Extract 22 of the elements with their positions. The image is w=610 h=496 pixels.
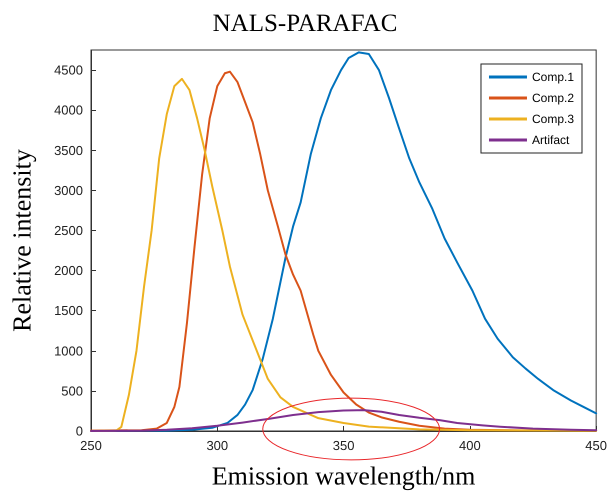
legend-label: Comp.1 <box>532 70 574 84</box>
y-tick-label: 3000 <box>54 182 83 198</box>
x-tick-label: 400 <box>459 438 481 453</box>
legend-label: Artifact <box>532 133 570 147</box>
chart-title: NALS-PARAFAC <box>212 10 398 37</box>
y-tick-label: 1000 <box>54 343 83 358</box>
y-tick-label: 2500 <box>54 222 83 238</box>
x-tick-label: 250 <box>80 438 102 453</box>
y-axis-title: Relative intensity <box>8 149 36 332</box>
legend-label: Comp.3 <box>532 112 574 126</box>
legend-label: Comp.2 <box>532 91 574 105</box>
x-tick-label: 450 <box>585 438 608 453</box>
y-tick-label: 500 <box>61 383 83 398</box>
y-tick-label: 1500 <box>54 303 83 318</box>
x-tick-label: 300 <box>206 438 228 453</box>
y-tick-label: 3500 <box>54 142 83 158</box>
y-tick-label: 4500 <box>54 62 83 78</box>
y-tick-label: 4000 <box>54 102 83 118</box>
x-tick-label: 350 <box>332 438 354 453</box>
x-axis-title: Emission wavelength/nm <box>212 462 476 490</box>
y-tick-label: 2000 <box>54 263 83 278</box>
y-tick-label: 0 <box>76 424 83 438</box>
